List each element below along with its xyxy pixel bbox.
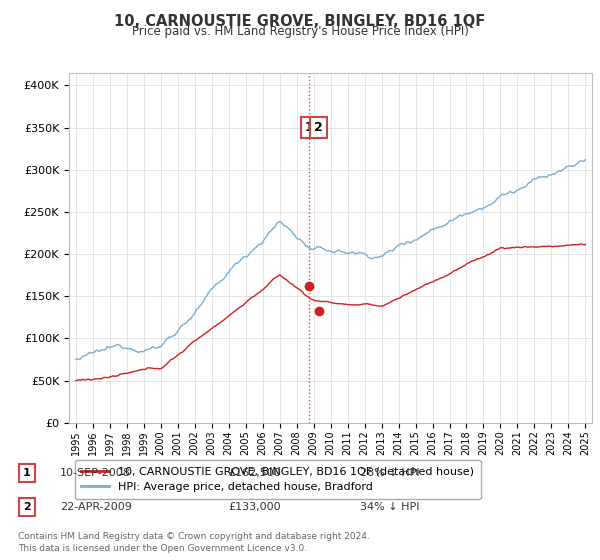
Text: 1: 1 (304, 121, 313, 134)
Text: 2: 2 (23, 502, 31, 512)
Text: £162,500: £162,500 (228, 468, 281, 478)
Text: Contains HM Land Registry data © Crown copyright and database right 2024.
This d: Contains HM Land Registry data © Crown c… (18, 532, 370, 553)
Text: £133,000: £133,000 (228, 502, 281, 512)
Text: 2: 2 (314, 121, 323, 134)
Text: Price paid vs. HM Land Registry's House Price Index (HPI): Price paid vs. HM Land Registry's House … (131, 25, 469, 38)
Text: 22-APR-2009: 22-APR-2009 (60, 502, 132, 512)
Legend: 10, CARNOUSTIE GROVE, BINGLEY, BD16 1QF (detached house), HPI: Average price, de: 10, CARNOUSTIE GROVE, BINGLEY, BD16 1QF … (74, 460, 481, 499)
Text: 10, CARNOUSTIE GROVE, BINGLEY, BD16 1QF: 10, CARNOUSTIE GROVE, BINGLEY, BD16 1QF (115, 14, 485, 29)
Text: 34% ↓ HPI: 34% ↓ HPI (360, 502, 419, 512)
Text: 28% ↓ HPI: 28% ↓ HPI (360, 468, 419, 478)
Text: 10-SEP-2008: 10-SEP-2008 (60, 468, 131, 478)
Text: 1: 1 (23, 468, 31, 478)
